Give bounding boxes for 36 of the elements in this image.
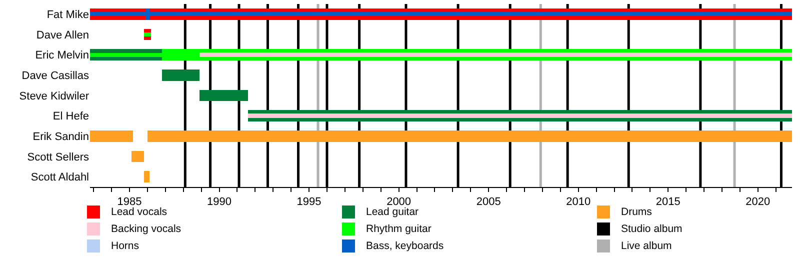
y-tick-label: Dave Casillas bbox=[22, 70, 90, 82]
y-tick-label: Eric Melvin bbox=[35, 50, 89, 62]
y-tick-label: Dave Allen bbox=[36, 29, 89, 42]
y-tick-label: Fat Mike bbox=[46, 9, 89, 22]
y-tick-label: Steve Kidwiler bbox=[19, 90, 90, 102]
bar bbox=[200, 52, 792, 58]
legend-label: Lead vocals bbox=[111, 206, 168, 218]
legend-label: Studio album bbox=[621, 223, 683, 235]
x-tick-label: 2015 bbox=[656, 196, 680, 208]
bar bbox=[90, 12, 792, 16]
legend-label: Horns bbox=[111, 240, 140, 252]
x-tick-label: 1995 bbox=[296, 196, 322, 208]
y-tick-label: Scott Aldahl bbox=[30, 172, 89, 184]
x-tick-label: 1990 bbox=[207, 196, 232, 208]
bar bbox=[144, 32, 152, 37]
x-tick-label: 2020 bbox=[746, 196, 770, 208]
x-tick-label: 2005 bbox=[476, 196, 501, 208]
bar bbox=[147, 130, 792, 142]
bar bbox=[144, 171, 150, 182]
x-tick-label: 2010 bbox=[566, 196, 591, 208]
legend-label: Bass, keyboards bbox=[366, 240, 444, 252]
legend-label: Live album bbox=[621, 240, 672, 252]
x-tick-label: 2000 bbox=[386, 196, 412, 208]
bar bbox=[162, 70, 200, 81]
y-tick-label: El Hefe bbox=[52, 110, 89, 123]
y-tick-label: Scott Sellers bbox=[27, 151, 90, 164]
x-tick-label: 1985 bbox=[117, 196, 142, 208]
bar bbox=[248, 114, 792, 118]
legend-label: Drums bbox=[621, 206, 652, 218]
y-tick-label: Erik Sandin bbox=[32, 131, 89, 144]
bar bbox=[131, 150, 144, 162]
legend-label: Rhythm guitar bbox=[366, 223, 432, 235]
bar bbox=[90, 130, 134, 142]
legend-label: Backing vocals bbox=[111, 223, 182, 235]
legend-label: Lead guitar bbox=[366, 206, 420, 218]
bar bbox=[200, 90, 248, 102]
